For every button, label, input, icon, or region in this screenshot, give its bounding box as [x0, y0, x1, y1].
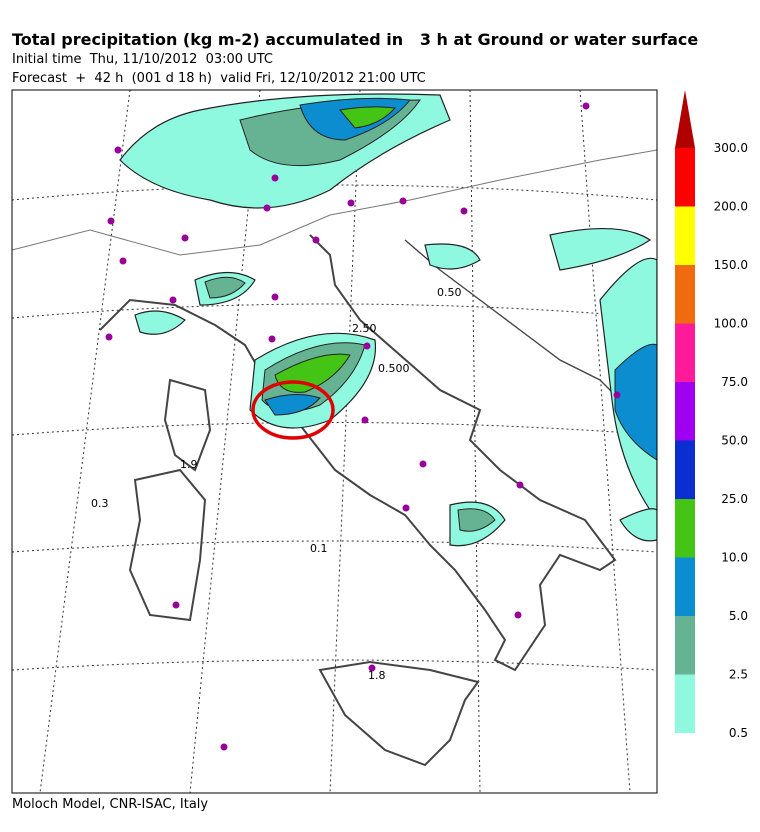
map-label: 1.9	[180, 458, 198, 471]
colorbar-arrow	[675, 90, 695, 148]
colorbar-label: 50.0	[721, 434, 748, 448]
map-label: 1.8	[368, 669, 386, 682]
colorbar-band	[675, 148, 695, 207]
colorbar-band	[675, 265, 695, 324]
colorbar-band	[675, 499, 695, 558]
colorbar-label: 100.0	[714, 317, 748, 331]
colorbar-label: 5.0	[729, 609, 748, 623]
colorbar-label: 10.0	[721, 551, 748, 565]
forecast-time: Forecast + 42 h (001 d 18 h) valid Fri, …	[12, 71, 426, 86]
colorbar-band	[675, 206, 695, 265]
colorbar-band	[675, 440, 695, 499]
map: 0.50 2.50 0.500 1.9 0.3 0.1 1.8	[11, 89, 658, 794]
colorbar-label: 150.0	[714, 258, 748, 272]
colorbar-band	[675, 674, 695, 733]
colorbar-label: 2.5	[729, 668, 748, 682]
map-label: 0.3	[91, 497, 109, 510]
colorbar-band	[675, 616, 695, 675]
initial-time: Initial time Thu, 11/10/2012 03:00 UTC	[12, 52, 273, 67]
colorbar-label: 25.0	[721, 492, 748, 506]
map-label: 2.50	[352, 322, 377, 335]
map-label: 0.50	[437, 286, 462, 299]
colorbar-label: 200.0	[714, 200, 748, 214]
title: Total precipitation (kg m-2) accumulated…	[12, 30, 698, 49]
colorbar-band	[675, 557, 695, 616]
footer: Moloch Model, CNR-ISAC, Italy	[12, 797, 208, 812]
map-label: 0.1	[310, 542, 328, 555]
colorbar-label: 75.0	[721, 375, 748, 389]
map-label: 0.500	[378, 362, 410, 375]
colorbar-label: 0.5	[729, 726, 748, 740]
colorbar-band	[675, 323, 695, 382]
colorbar: 0.5 2.5 5.0 10.0 25.0 50.0 75.0 100.0 150.0 200.0…	[675, 90, 748, 740]
colorbar-label: 300.0	[714, 141, 748, 155]
colorbar-band	[675, 382, 695, 441]
